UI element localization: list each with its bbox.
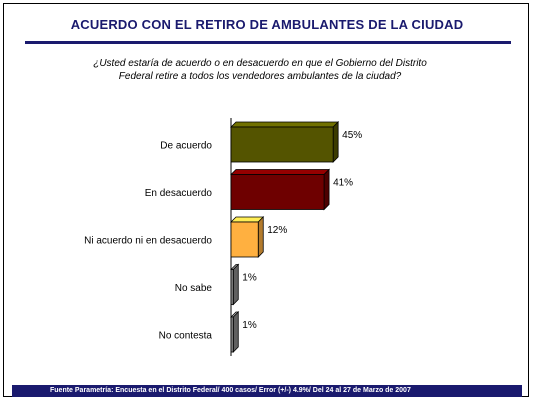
title-underline [25, 41, 511, 44]
question-line-1: ¿Usted estaría de acuerdo o en desacuerd… [93, 58, 427, 69]
category-label-ni-acuerdo-ni-en-desacuerdo: Ni acuerdo ni en desacuerdo [84, 236, 212, 247]
value-label-en-desacuerdo: 41% [333, 178, 353, 189]
source-footer: Fuente Parametría: Encuesta en el Distri… [12, 385, 522, 397]
survey-question: ¿Usted estaría de acuerdo o en desacuerd… [40, 57, 480, 83]
bar-top-de-acuerdo [230, 121, 340, 128]
bar-top-en-desacuerdo [230, 169, 331, 175]
bar-side-no-contesta [232, 311, 239, 353]
category-label-de-acuerdo: De acuerdo [160, 141, 212, 152]
bar-ni-acuerdo-ni-en-desacuerdo [230, 221, 259, 258]
chart-title: ACUERDO CON EL RETIRO DE AMBULANTES DE L… [70, 17, 464, 32]
bar-en-desacuerdo [230, 174, 325, 210]
bar-side-en-desacuerdo [323, 168, 330, 211]
value-label-de-acuerdo: 45% [342, 130, 362, 141]
bar-side-de-acuerdo [332, 121, 339, 163]
category-label-no-contesta: No contesta [159, 331, 213, 342]
bar-side-ni-acuerdo-ni-en-desacuerdo [257, 216, 264, 258]
bar-no-sabe [230, 269, 234, 305]
category-label-en-desacuerdo: En desacuerdo [145, 188, 213, 199]
bar-top-ni-acuerdo-ni-en-desacuerdo [230, 216, 265, 223]
bar-no-contesta [230, 316, 234, 353]
question-line-2: Federal retire a todos los vendedores am… [118, 71, 402, 82]
category-label-no-sabe: No sabe [175, 283, 213, 294]
value-label-no-contesta: 1% [242, 320, 257, 331]
bar-de-acuerdo [230, 126, 334, 163]
bar-side-no-sabe [232, 263, 239, 306]
value-label-no-sabe: 1% [242, 273, 257, 284]
value-label-ni-acuerdo-ni-en-desacuerdo: 12% [267, 225, 287, 236]
